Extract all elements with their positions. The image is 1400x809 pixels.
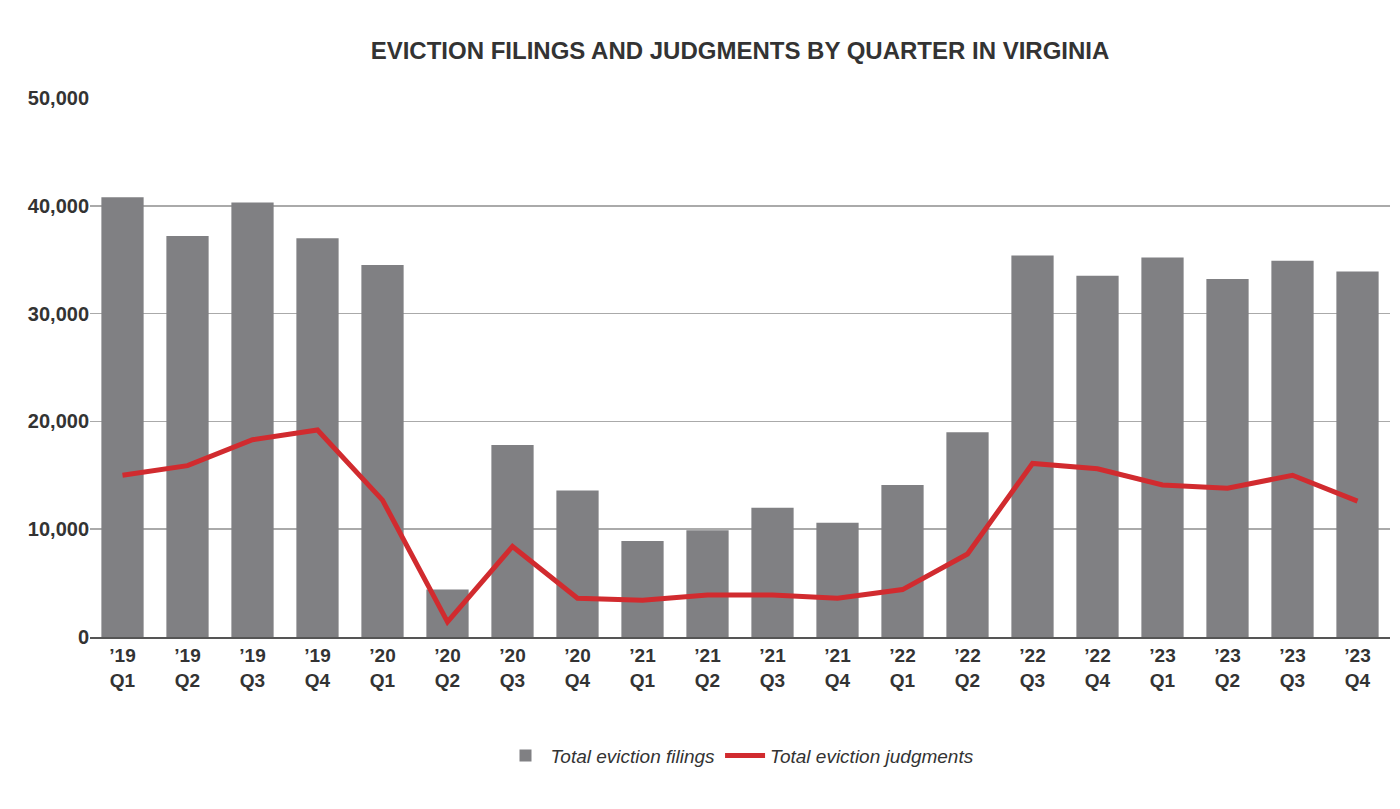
svg-text:30,000: 30,000	[28, 303, 89, 325]
svg-text:’22Q2: ’22Q2	[954, 645, 980, 691]
svg-text:0: 0	[78, 626, 89, 648]
svg-text:’21Q3: ’21Q3	[759, 645, 786, 691]
svg-text:’23Q4: ’23Q4	[1344, 645, 1370, 691]
svg-text:50,000: 50,000	[28, 87, 89, 109]
svg-text:’22Q4: ’22Q4	[1084, 645, 1110, 691]
svg-text:Total eviction filings: Total eviction filings	[551, 746, 716, 767]
svg-text:’23Q1: ’23Q1	[1149, 645, 1175, 691]
svg-text:’20Q2: ’20Q2	[434, 645, 460, 691]
svg-text:’20Q1: ’20Q1	[369, 645, 395, 691]
svg-text:’22Q1: ’22Q1	[889, 645, 915, 691]
svg-text:10,000: 10,000	[28, 518, 89, 540]
svg-text:’21Q2: ’21Q2	[694, 645, 721, 691]
svg-text:’21Q1: ’21Q1	[629, 645, 656, 691]
svg-text:’19Q3: ’19Q3	[239, 645, 265, 691]
svg-text:’20Q3: ’20Q3	[499, 645, 525, 691]
svg-text:’23Q2: ’23Q2	[1214, 645, 1240, 691]
svg-text:20,000: 20,000	[28, 410, 89, 432]
svg-text:Total eviction judgments: Total eviction judgments	[770, 746, 974, 767]
svg-text:’19Q2: ’19Q2	[174, 645, 200, 691]
svg-text:’23Q3: ’23Q3	[1279, 645, 1305, 691]
svg-text:’20Q4: ’20Q4	[564, 645, 590, 691]
svg-text:EVICTION FILINGS AND JUDGMENTS: EVICTION FILINGS AND JUDGMENTS BY QUARTE…	[371, 37, 1110, 64]
svg-text:’22Q3: ’22Q3	[1019, 645, 1045, 691]
svg-text:’21Q4: ’21Q4	[824, 645, 851, 691]
svg-text:40,000: 40,000	[28, 195, 89, 217]
svg-text:’19Q1: ’19Q1	[109, 645, 135, 691]
svg-text:’19Q4: ’19Q4	[304, 645, 330, 691]
